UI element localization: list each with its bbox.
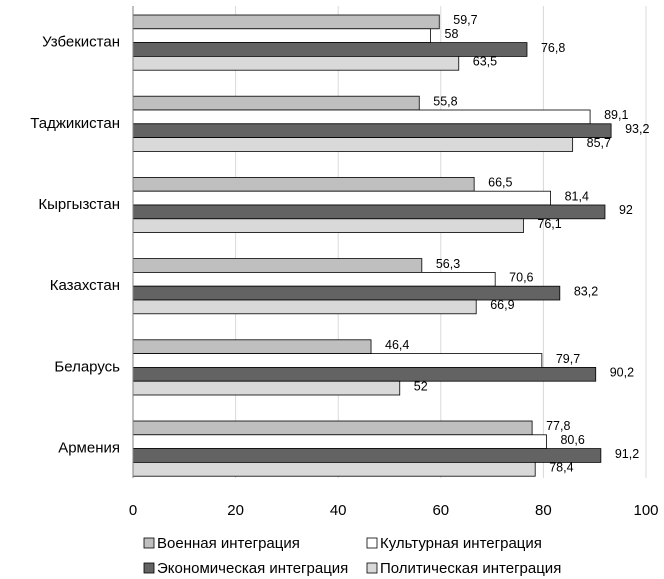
value-labels: 59,758 76,8 63,5 55,8 89,193,2 85,7 66,5 81,4 92… xyxy=(385,13,649,474)
value-label: 66,5 xyxy=(488,176,512,190)
value-label: 80,6 xyxy=(560,433,584,447)
value-label: 76,1 xyxy=(537,217,561,231)
value-label: 91,2 xyxy=(615,447,639,461)
value-label: 59,7 xyxy=(453,13,477,27)
value-label: 85,7 xyxy=(587,136,611,150)
legend-label: Культурная интеграция xyxy=(380,535,542,552)
bar-узбекистан-2 xyxy=(132,28,431,43)
x-tick-label: 80 xyxy=(535,502,552,519)
bar-беларусь-1 xyxy=(132,339,372,354)
bar-кыргызстан-4 xyxy=(132,218,524,234)
x-tick-label: 60 xyxy=(432,502,449,519)
bar-армения-1 xyxy=(132,420,533,436)
legend-swatch xyxy=(143,537,155,549)
legend: Военная интеграция Культурная интеграция Э… xyxy=(143,535,561,577)
legend-swatch xyxy=(366,562,378,574)
x-tick-label: 20 xyxy=(227,502,244,519)
bars xyxy=(132,14,612,477)
category-label: Беларусь xyxy=(54,358,120,375)
category-labels: Узбекистан Таджикистан Кыргызстан Казахстан… xyxy=(30,34,120,457)
bar-беларусь-2 xyxy=(132,353,543,368)
value-label: 76,8 xyxy=(541,41,565,55)
category-label: Кыргызстан xyxy=(38,196,120,213)
bar-узбекистан-3 xyxy=(132,42,528,57)
value-label: 93,2 xyxy=(625,122,649,136)
value-label: 92 xyxy=(619,203,633,217)
bar-таджикистан-1 xyxy=(132,95,420,111)
bar-кыргызстан-1 xyxy=(132,176,475,192)
bar-казахстан-4 xyxy=(132,299,477,315)
bar-армения-2 xyxy=(132,434,547,449)
category-label: Армения xyxy=(58,440,120,457)
value-label: 83,2 xyxy=(574,284,598,298)
bar-узбекистан-1 xyxy=(132,14,440,30)
value-label: 55,8 xyxy=(433,94,457,108)
value-label: 46,4 xyxy=(385,338,409,352)
value-label: 58 xyxy=(445,27,459,41)
legend-label: Политическая интеграция xyxy=(380,560,561,577)
bar-таджикистан-2 xyxy=(132,109,591,125)
bar-кыргызстан-2 xyxy=(132,190,551,206)
value-label: 78,4 xyxy=(549,461,573,475)
category-label: Казахстан xyxy=(50,277,120,294)
value-label: 63,5 xyxy=(473,55,497,69)
bar-кыргызстан-3 xyxy=(132,204,606,220)
bar-таджикистан-3 xyxy=(132,123,612,139)
legend-label: Военная интеграция xyxy=(157,535,300,552)
value-label: 56,3 xyxy=(436,257,460,271)
value-label: 66,9 xyxy=(490,298,514,312)
legend-label: Экономическая интеграция xyxy=(157,560,348,577)
x-tick-label: 0 xyxy=(129,502,137,519)
bar-таджикистан-4 xyxy=(132,137,574,152)
bar-узбекистан-4 xyxy=(132,56,460,71)
value-label: 89,1 xyxy=(604,108,628,122)
value-label: 90,2 xyxy=(610,366,634,380)
x-tick-label: 100 xyxy=(633,502,658,519)
value-label: 79,7 xyxy=(556,352,580,366)
bar-беларусь-3 xyxy=(132,366,597,382)
value-label: 81,4 xyxy=(565,189,589,203)
value-label: 52 xyxy=(414,379,428,393)
bar-беларусь-4 xyxy=(132,380,401,396)
legend-swatch xyxy=(143,562,155,574)
category-label: Узбекистан xyxy=(42,34,120,51)
category-label: Таджикистан xyxy=(30,115,120,132)
grid-lines xyxy=(235,6,647,478)
value-label: 77,8 xyxy=(546,419,570,433)
x-tick-labels: 0 20 40 60 80 100 xyxy=(129,502,659,519)
bar-казахстан-2 xyxy=(132,271,496,287)
value-label: 70,6 xyxy=(509,271,533,285)
bar-армения-4 xyxy=(132,461,536,477)
bar-казахстан-1 xyxy=(132,258,423,273)
x-tick-label: 40 xyxy=(330,502,347,519)
legend-swatch xyxy=(366,537,378,549)
bar-армения-3 xyxy=(132,448,602,463)
